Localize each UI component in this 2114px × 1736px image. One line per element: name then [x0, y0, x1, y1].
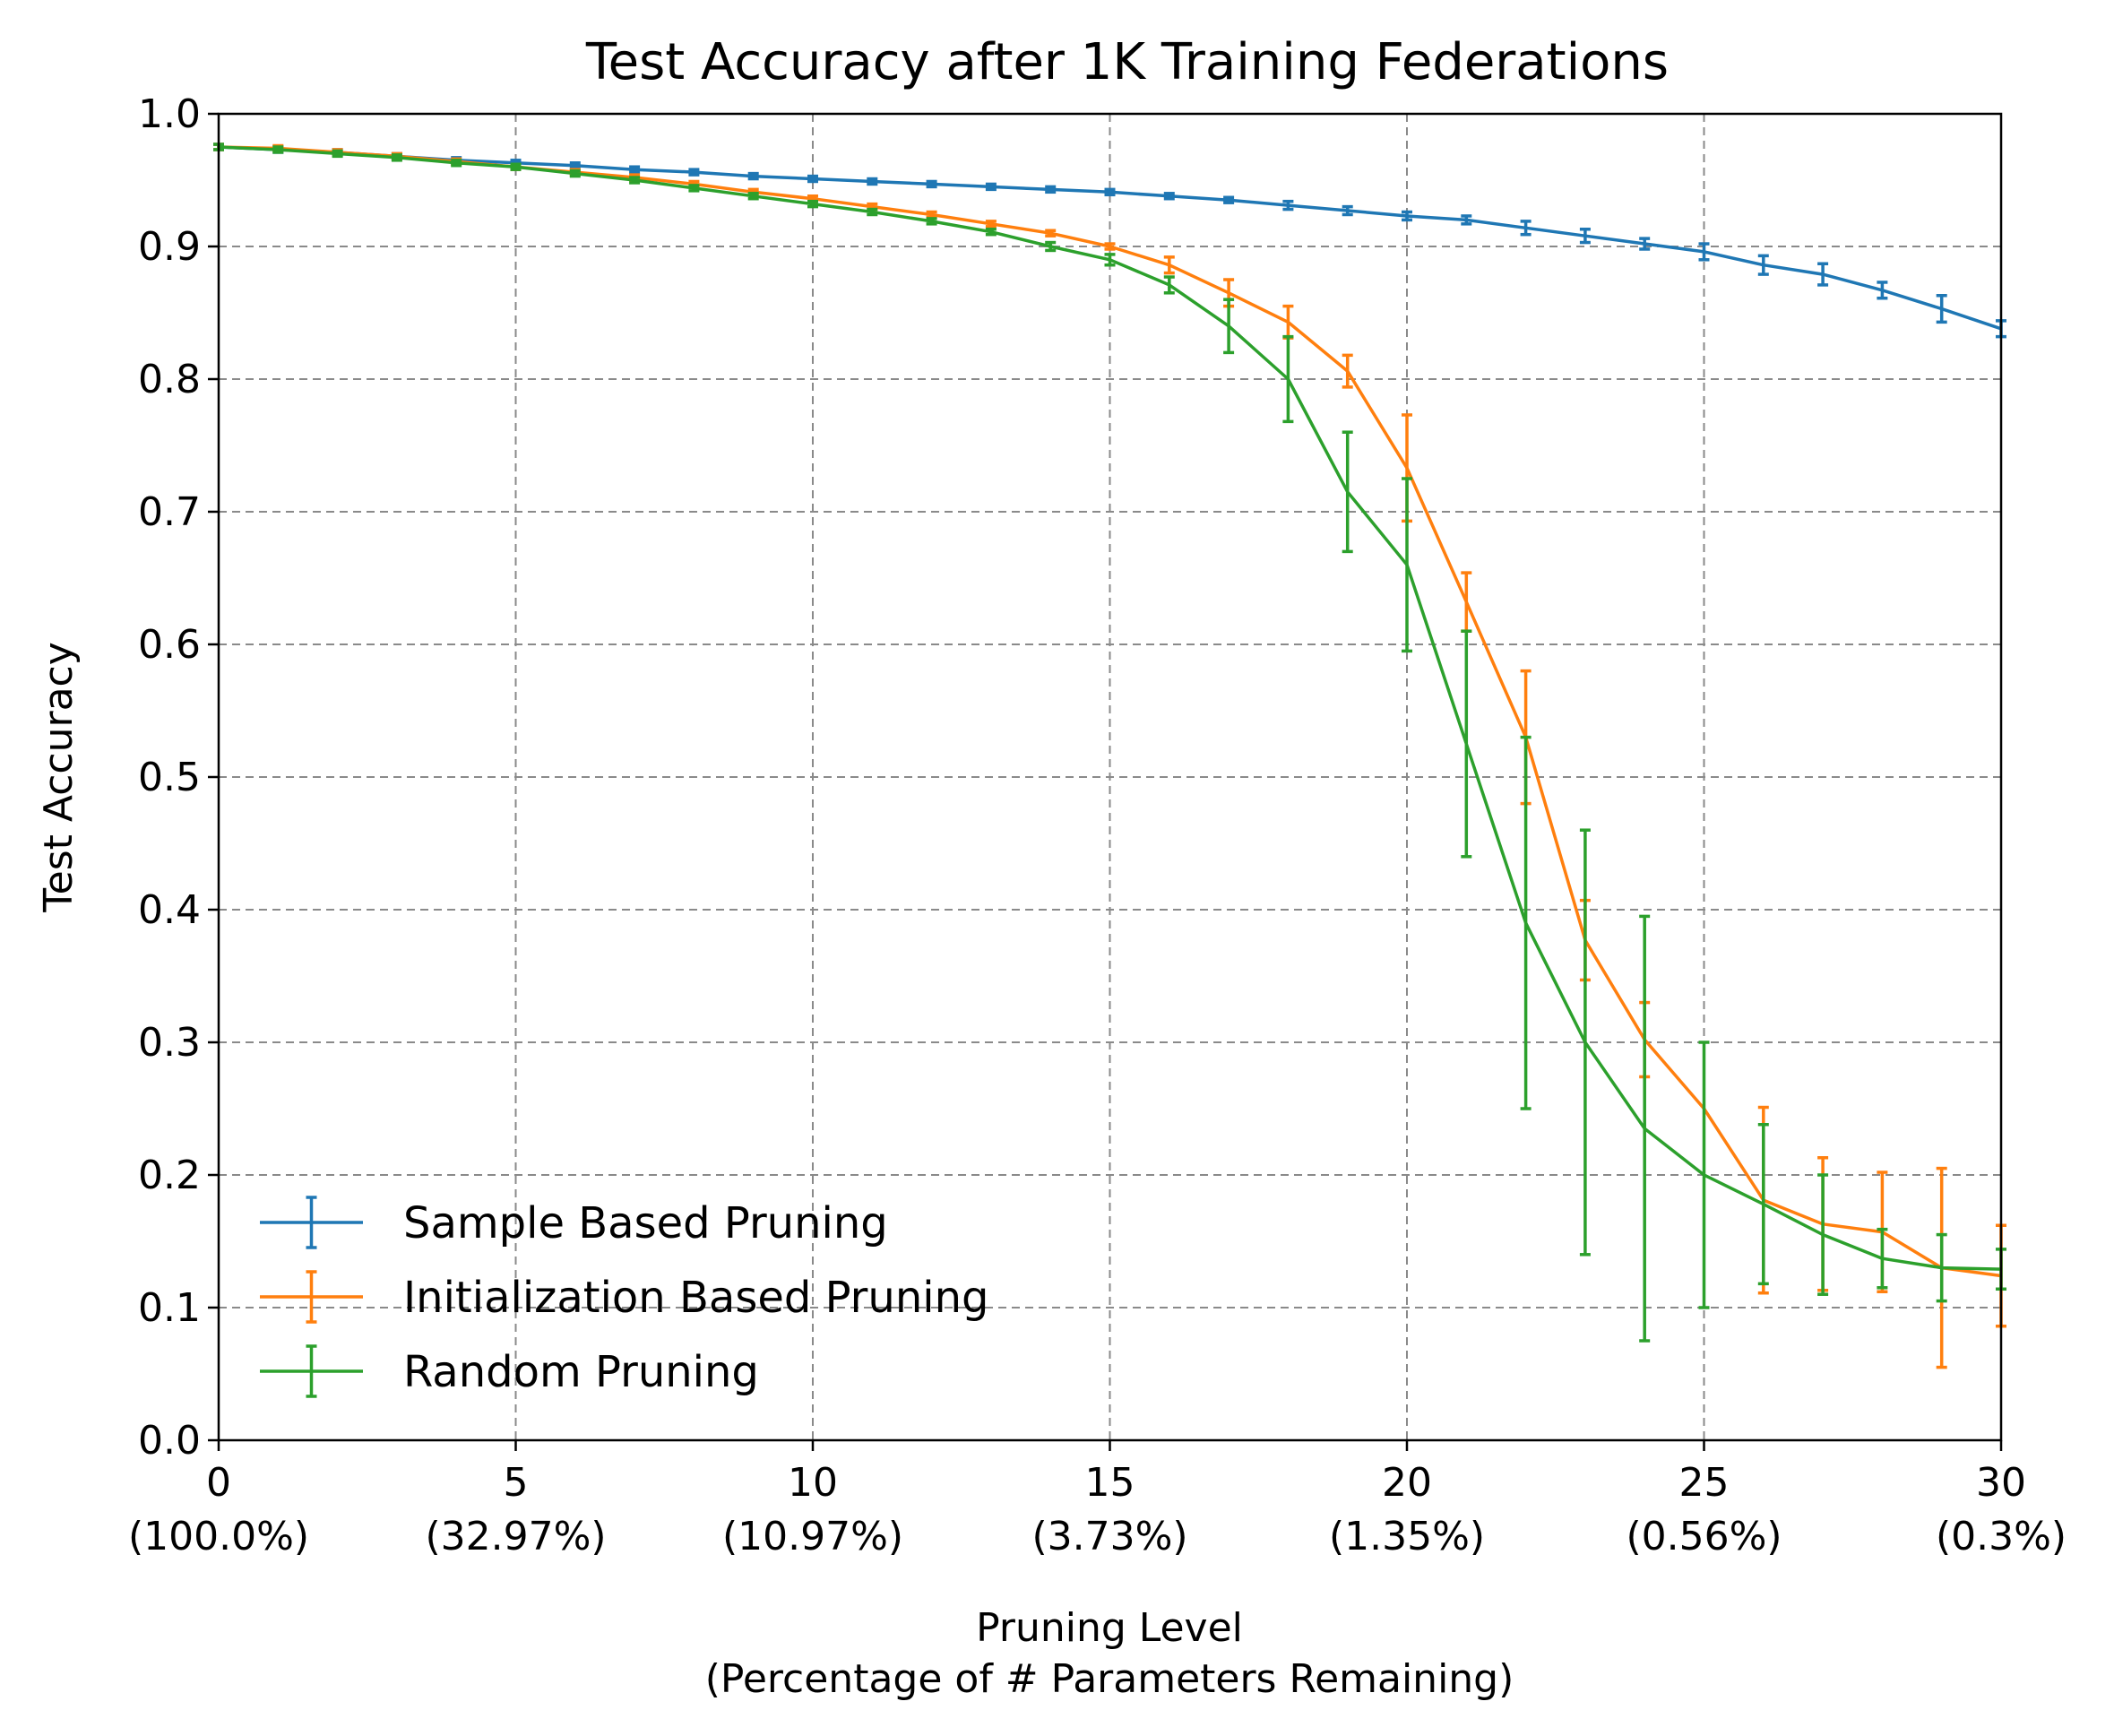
- legend: Sample Based Pruning Initialization Based…: [260, 1196, 988, 1398]
- x-axis-label: Pruning Level: [976, 1605, 1243, 1651]
- x-tick-label: 20: [1382, 1460, 1432, 1506]
- legend-label: Initialization Based Pruning: [403, 1273, 988, 1323]
- series-2: [213, 143, 2006, 1343]
- x-tick-sublabel: (100.0%): [128, 1514, 309, 1559]
- series-layer: [213, 143, 2006, 1369]
- y-tick-label: 0.0: [138, 1418, 201, 1464]
- legend-label: Sample Based Pruning: [403, 1198, 888, 1248]
- x-tick-sublabel: (32.97%): [425, 1514, 606, 1559]
- y-axis-label: Test Accuracy: [36, 642, 82, 913]
- x-tick-label: 25: [1679, 1460, 1730, 1506]
- series-line: [218, 145, 2002, 1271]
- y-tick-label: 1.0: [138, 91, 201, 137]
- x-tick-label: 10: [788, 1460, 838, 1506]
- x-tick-label: 5: [504, 1460, 529, 1506]
- x-tick-sublabel: (0.56%): [1626, 1514, 1782, 1559]
- x-tick-sublabel: (1.35%): [1329, 1514, 1485, 1559]
- y-tick-label: 0.6: [138, 622, 201, 668]
- chart-title: Test Accuracy after 1K Training Federati…: [585, 33, 1669, 91]
- y-tick-label: 0.2: [138, 1153, 201, 1198]
- y-tick-label: 0.3: [138, 1020, 201, 1066]
- y-tick-label: 0.9: [138, 224, 201, 270]
- y-tick-label: 0.5: [138, 755, 201, 800]
- x-tick-label: 30: [1976, 1460, 2026, 1506]
- y-tick-label: 0.4: [138, 887, 201, 933]
- x-tick-label: 15: [1085, 1460, 1135, 1506]
- ticks: 0.0 0.1 0.2 0.3 0.4 0.5 0.6 0.7 0.8 0.9 1.0 0 (100.0…: [128, 91, 2067, 1559]
- x-axis-label-secondary: (Percentage of # Parameters Remaining): [705, 1656, 1514, 1702]
- x-tick-sublabel: (10.97%): [722, 1514, 903, 1559]
- y-tick-label: 0.8: [138, 357, 201, 402]
- y-tick-label: 0.1: [138, 1285, 201, 1331]
- x-tick-sublabel: (0.3%): [1936, 1514, 2067, 1559]
- y-tick-label: 0.7: [138, 489, 201, 535]
- x-tick-sublabel: (3.73%): [1031, 1514, 1187, 1559]
- x-tick-label: 0: [206, 1460, 231, 1506]
- legend-label: Random Pruning: [403, 1347, 759, 1397]
